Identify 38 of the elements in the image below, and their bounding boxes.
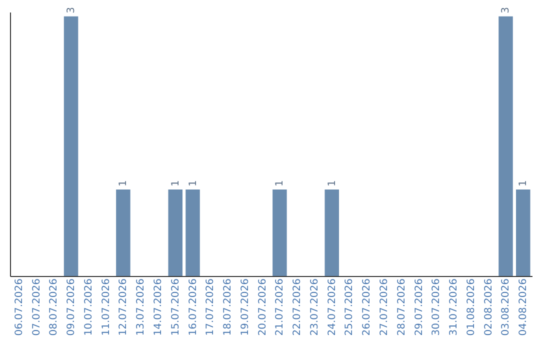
x-tick-label: 06.07.2026 [14, 278, 25, 336]
data-label: 3 [500, 6, 512, 14]
x-tick-label: 10.07.2026 [83, 278, 94, 336]
data-label: 1 [118, 180, 130, 186]
x-tick-label: 16.07.2026 [188, 278, 199, 336]
x-tick-label: 29.07.2026 [414, 278, 425, 336]
data-label: 1 [188, 180, 199, 186]
x-tick-label: 19.07.2026 [240, 278, 251, 336]
x-tick-label: 18.07.2026 [222, 278, 234, 336]
data-label: 1 [274, 180, 286, 186]
x-tick-label: 07.07.2026 [31, 278, 42, 336]
x-tick-label: 14.07.2026 [152, 278, 164, 336]
x-tick-label: 04.08.2026 [518, 278, 530, 336]
x-tick-label: 26.07.2026 [362, 278, 373, 336]
x-tick-label: 09.07.2026 [66, 278, 78, 336]
x-tick-label: 01.08.2026 [466, 278, 477, 336]
x-tick-label: 25.07.2026 [344, 278, 356, 336]
x-tick-label: 20.07.2026 [257, 278, 268, 336]
x-tick-label: 30.07.2026 [431, 278, 442, 336]
x-tick-label: 23.07.2026 [309, 278, 320, 336]
x-tick-label: 27.07.2026 [379, 278, 390, 336]
x-tick-label: 17.07.2026 [205, 278, 216, 336]
x-tick-label: 28.07.2026 [396, 278, 408, 336]
x-tick-label: 15.07.2026 [170, 278, 182, 336]
data-label: 3 [66, 6, 78, 14]
data-label: 1 [326, 180, 338, 186]
x-tick-label: 08.07.2026 [48, 278, 60, 336]
data-label: 1 [170, 180, 182, 186]
x-tick-label: 02.08.2026 [483, 278, 494, 336]
x-tick-label: 13.07.2026 [136, 278, 147, 336]
x-tick-label: 24.07.2026 [326, 278, 338, 336]
x-tick-label: 12.07.2026 [118, 278, 130, 336]
x-tick-label: 03.08.2026 [500, 278, 512, 336]
x-tick-label: 21.07.2026 [274, 278, 286, 336]
x-tick-label: 11.07.2026 [100, 278, 112, 336]
x-tick-label: 31.07.2026 [448, 278, 460, 336]
data-label: 1 [518, 180, 530, 186]
x-tick-label: 22.07.2026 [292, 278, 304, 336]
